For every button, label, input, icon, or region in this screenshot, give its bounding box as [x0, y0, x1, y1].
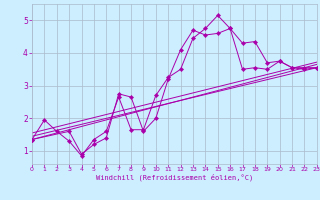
X-axis label: Windchill (Refroidissement éolien,°C): Windchill (Refroidissement éolien,°C): [96, 174, 253, 181]
